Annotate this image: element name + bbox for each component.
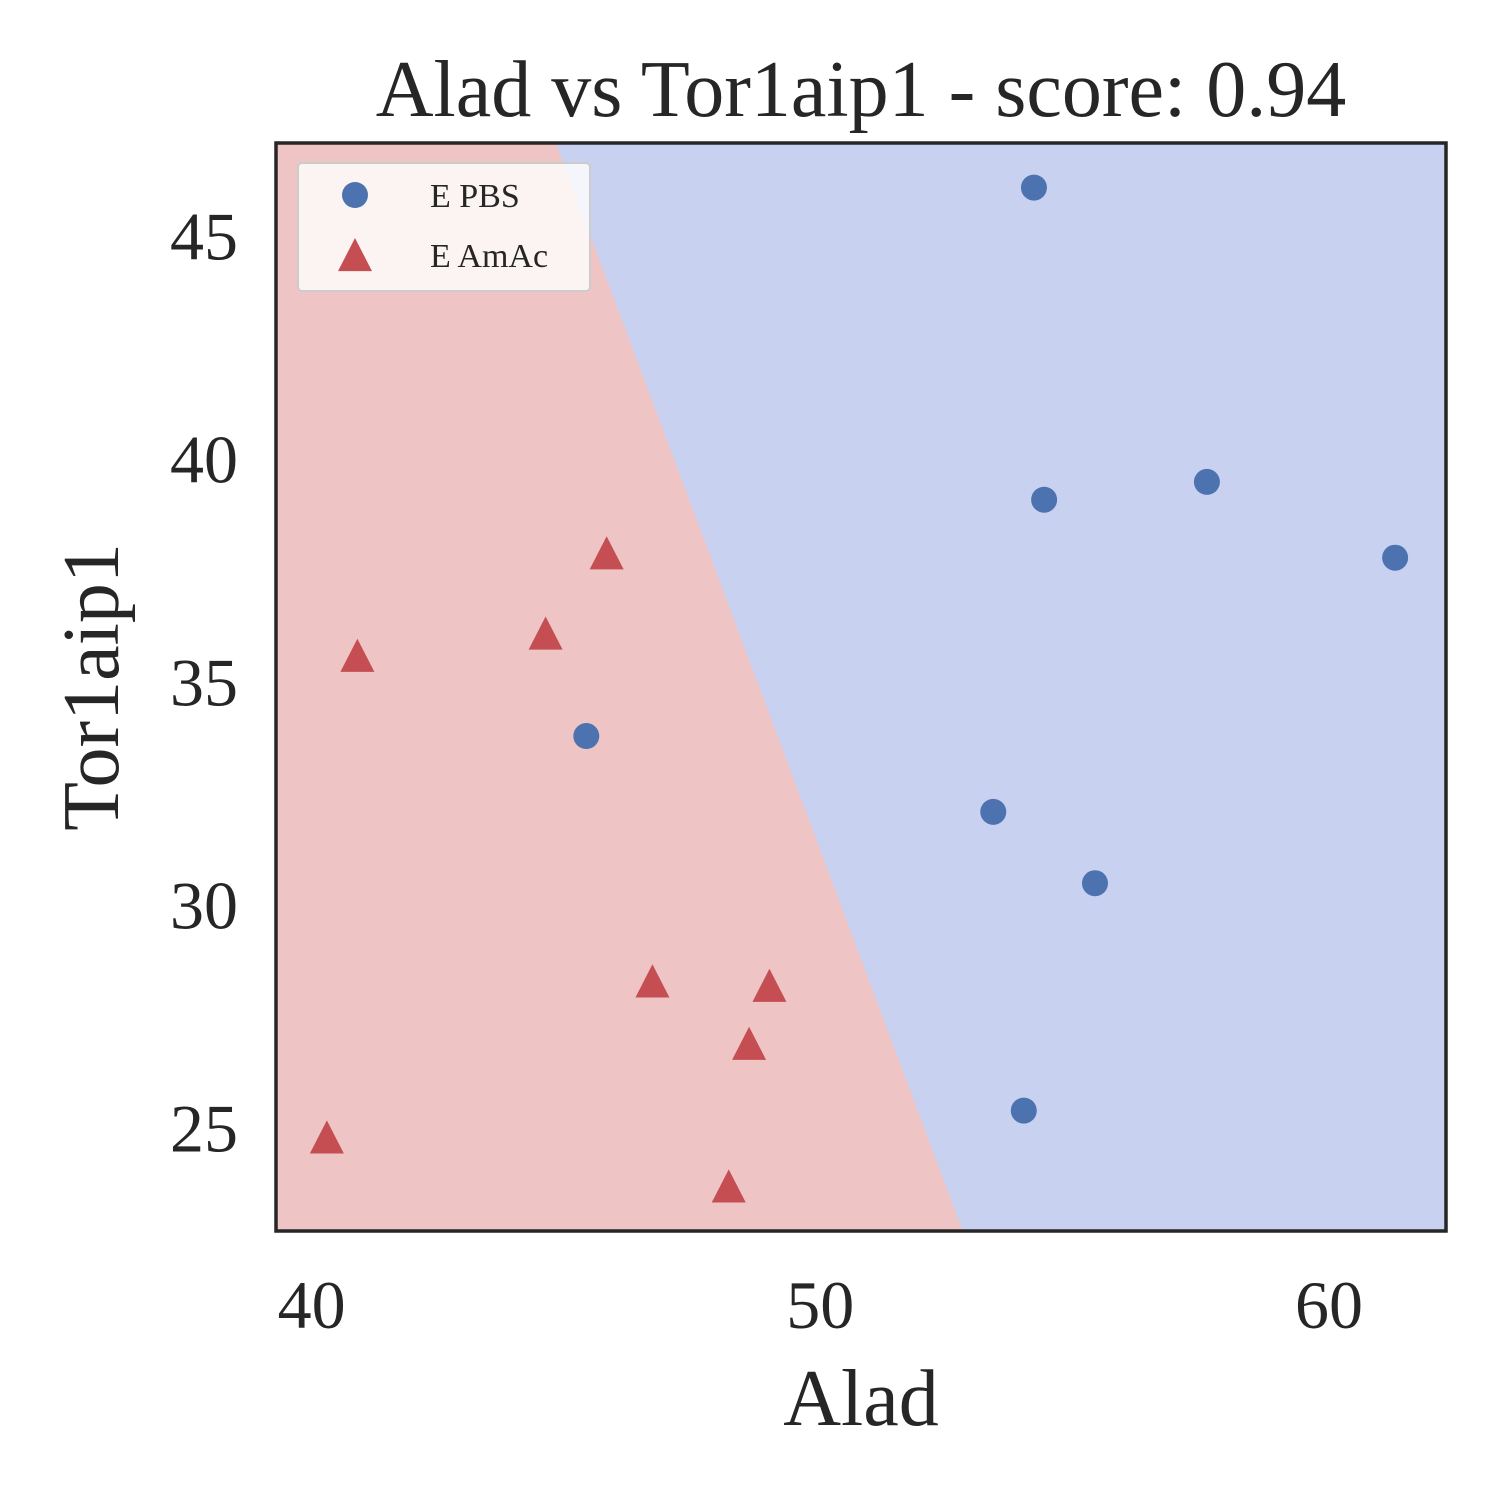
legend-box: [297, 162, 591, 292]
chart-title: Alad vs Tor1aip1 - score: 0.94: [376, 46, 1347, 134]
data-point-e-amac: [340, 638, 375, 672]
data-point-e-pbs: [1382, 544, 1409, 571]
y-tick-label: 40: [170, 422, 238, 498]
data-point-e-pbs: [1082, 870, 1108, 897]
data-point-e-amac: [309, 1120, 344, 1154]
data-point-e-amac: [635, 964, 670, 998]
data-point-e-pbs: [1031, 486, 1058, 513]
decision-regions: [276, 143, 1446, 1231]
data-point-e-pbs: [980, 798, 1007, 825]
data-point-e-amac: [752, 968, 787, 1002]
legend-label-e-amac: E AmAc: [430, 238, 548, 275]
y-tick-label: 25: [170, 1090, 238, 1166]
y-tick-label: 45: [170, 199, 238, 275]
y-tick-label: 30: [170, 867, 238, 943]
plot-frame: [274, 141, 1448, 1233]
legend-marker-e-pbs: [342, 182, 368, 208]
x-tick-label: 40: [278, 1267, 346, 1343]
data-point-e-amac: [732, 1026, 767, 1060]
data-point-e-pbs: [1020, 174, 1047, 201]
y-tick-label: 35: [170, 645, 238, 721]
legend: E PBS E AmAc: [297, 162, 591, 292]
data-points: [309, 174, 1409, 1203]
data-point-e-pbs: [1010, 1097, 1037, 1124]
y-axis-ticks: 25 30 35 40 45: [170, 199, 238, 1167]
x-axis-title: Alad: [783, 1355, 939, 1443]
data-point-e-amac: [711, 1169, 746, 1203]
data-point-e-amac: [589, 536, 624, 570]
x-axis-ticks: 40 50 60: [278, 1267, 1363, 1343]
legend-marker-e-amac: [338, 238, 372, 272]
x-tick-label: 50: [786, 1267, 854, 1343]
legend-label-e-pbs: E PBS: [430, 178, 520, 215]
data-point-e-pbs: [1193, 468, 1220, 495]
data-point-e-pbs: [573, 723, 600, 750]
y-axis-title: Tor1aip1: [48, 543, 136, 831]
x-tick-label: 60: [1295, 1267, 1363, 1343]
data-point-e-amac: [528, 616, 563, 650]
region-e-amac: [276, 143, 963, 1231]
